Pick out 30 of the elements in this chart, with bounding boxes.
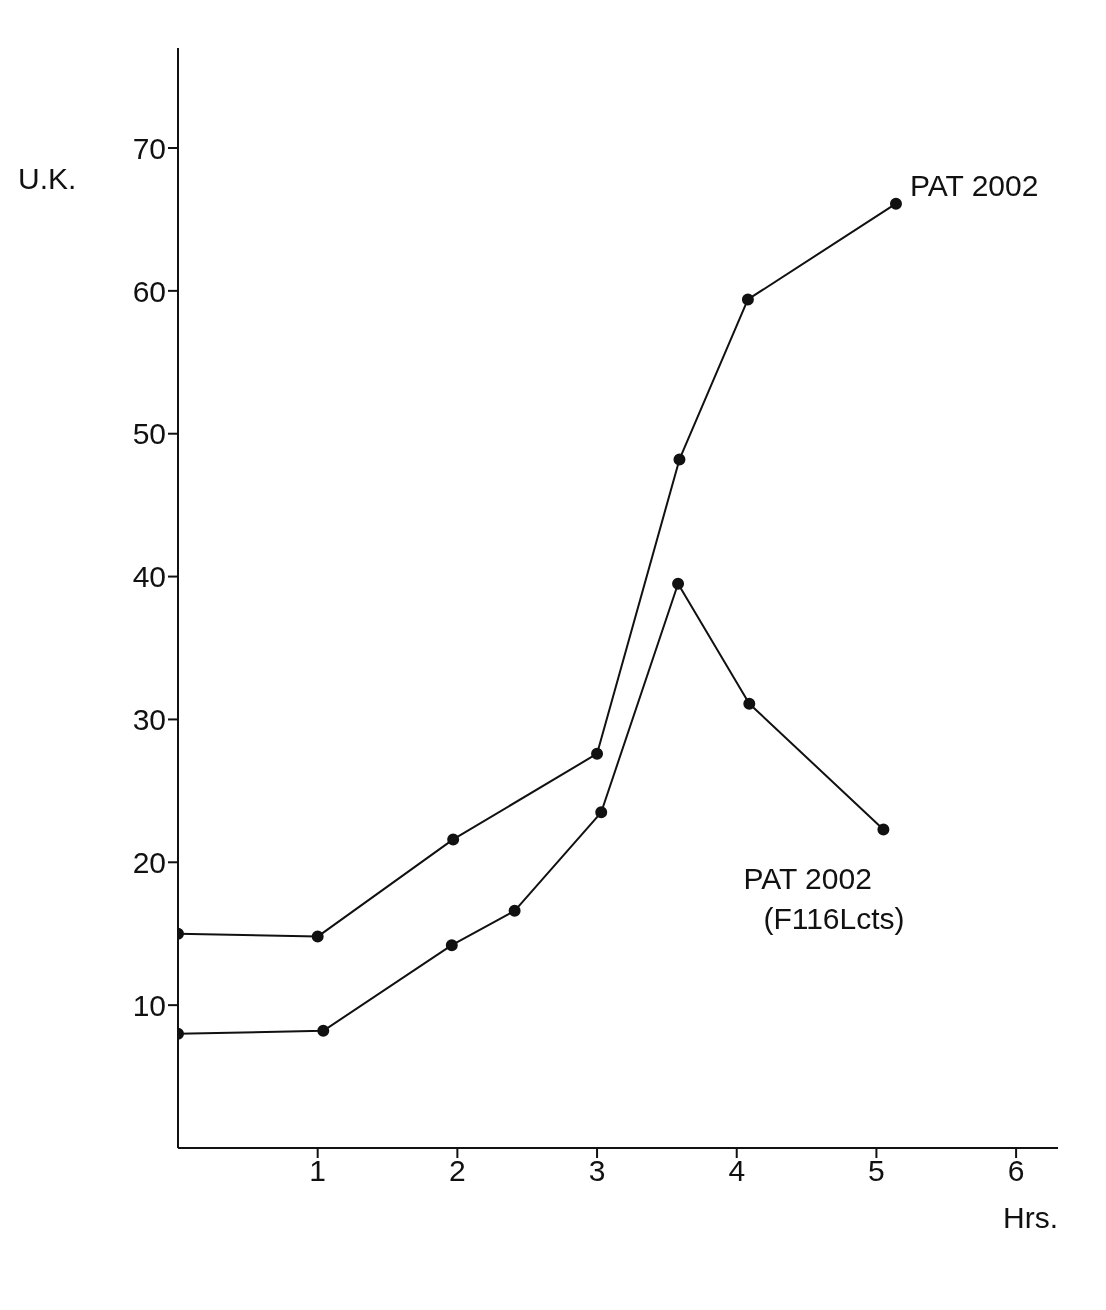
x-axis-title: Hrs. bbox=[1003, 1201, 1058, 1234]
point bbox=[317, 1024, 330, 1037]
series-label: PAT 2002 (F116Lcts) bbox=[743, 862, 905, 936]
series-label: PAT 2002 bbox=[909, 168, 1039, 202]
point bbox=[591, 747, 604, 760]
x-tick-label: 6 bbox=[1007, 1154, 1025, 1188]
point bbox=[743, 697, 756, 710]
x-tick-label: 2 bbox=[449, 1154, 466, 1188]
y-tick-label: 10 bbox=[132, 988, 166, 1022]
x-tick-label: 1 bbox=[309, 1154, 327, 1188]
point bbox=[741, 293, 754, 306]
x-tick-label: 4 bbox=[728, 1154, 746, 1188]
y-tick-label: 30 bbox=[132, 703, 166, 737]
x-tick-label: 5 bbox=[868, 1154, 885, 1188]
point bbox=[595, 806, 608, 819]
point bbox=[447, 833, 460, 846]
x-tick-label: 3 bbox=[588, 1154, 606, 1188]
point bbox=[311, 930, 324, 943]
point bbox=[889, 197, 902, 210]
point bbox=[445, 939, 458, 952]
y-tick-label: 70 bbox=[132, 131, 166, 165]
y-tick-label: 50 bbox=[132, 417, 166, 451]
y-tick-label: 60 bbox=[132, 274, 166, 308]
y-tick-label: 40 bbox=[132, 560, 166, 594]
point bbox=[673, 453, 686, 466]
point bbox=[877, 823, 890, 836]
point bbox=[508, 904, 521, 917]
y-axis-title: U.K. bbox=[18, 162, 77, 196]
point bbox=[672, 577, 685, 590]
y-tick-label: 20 bbox=[132, 845, 166, 879]
